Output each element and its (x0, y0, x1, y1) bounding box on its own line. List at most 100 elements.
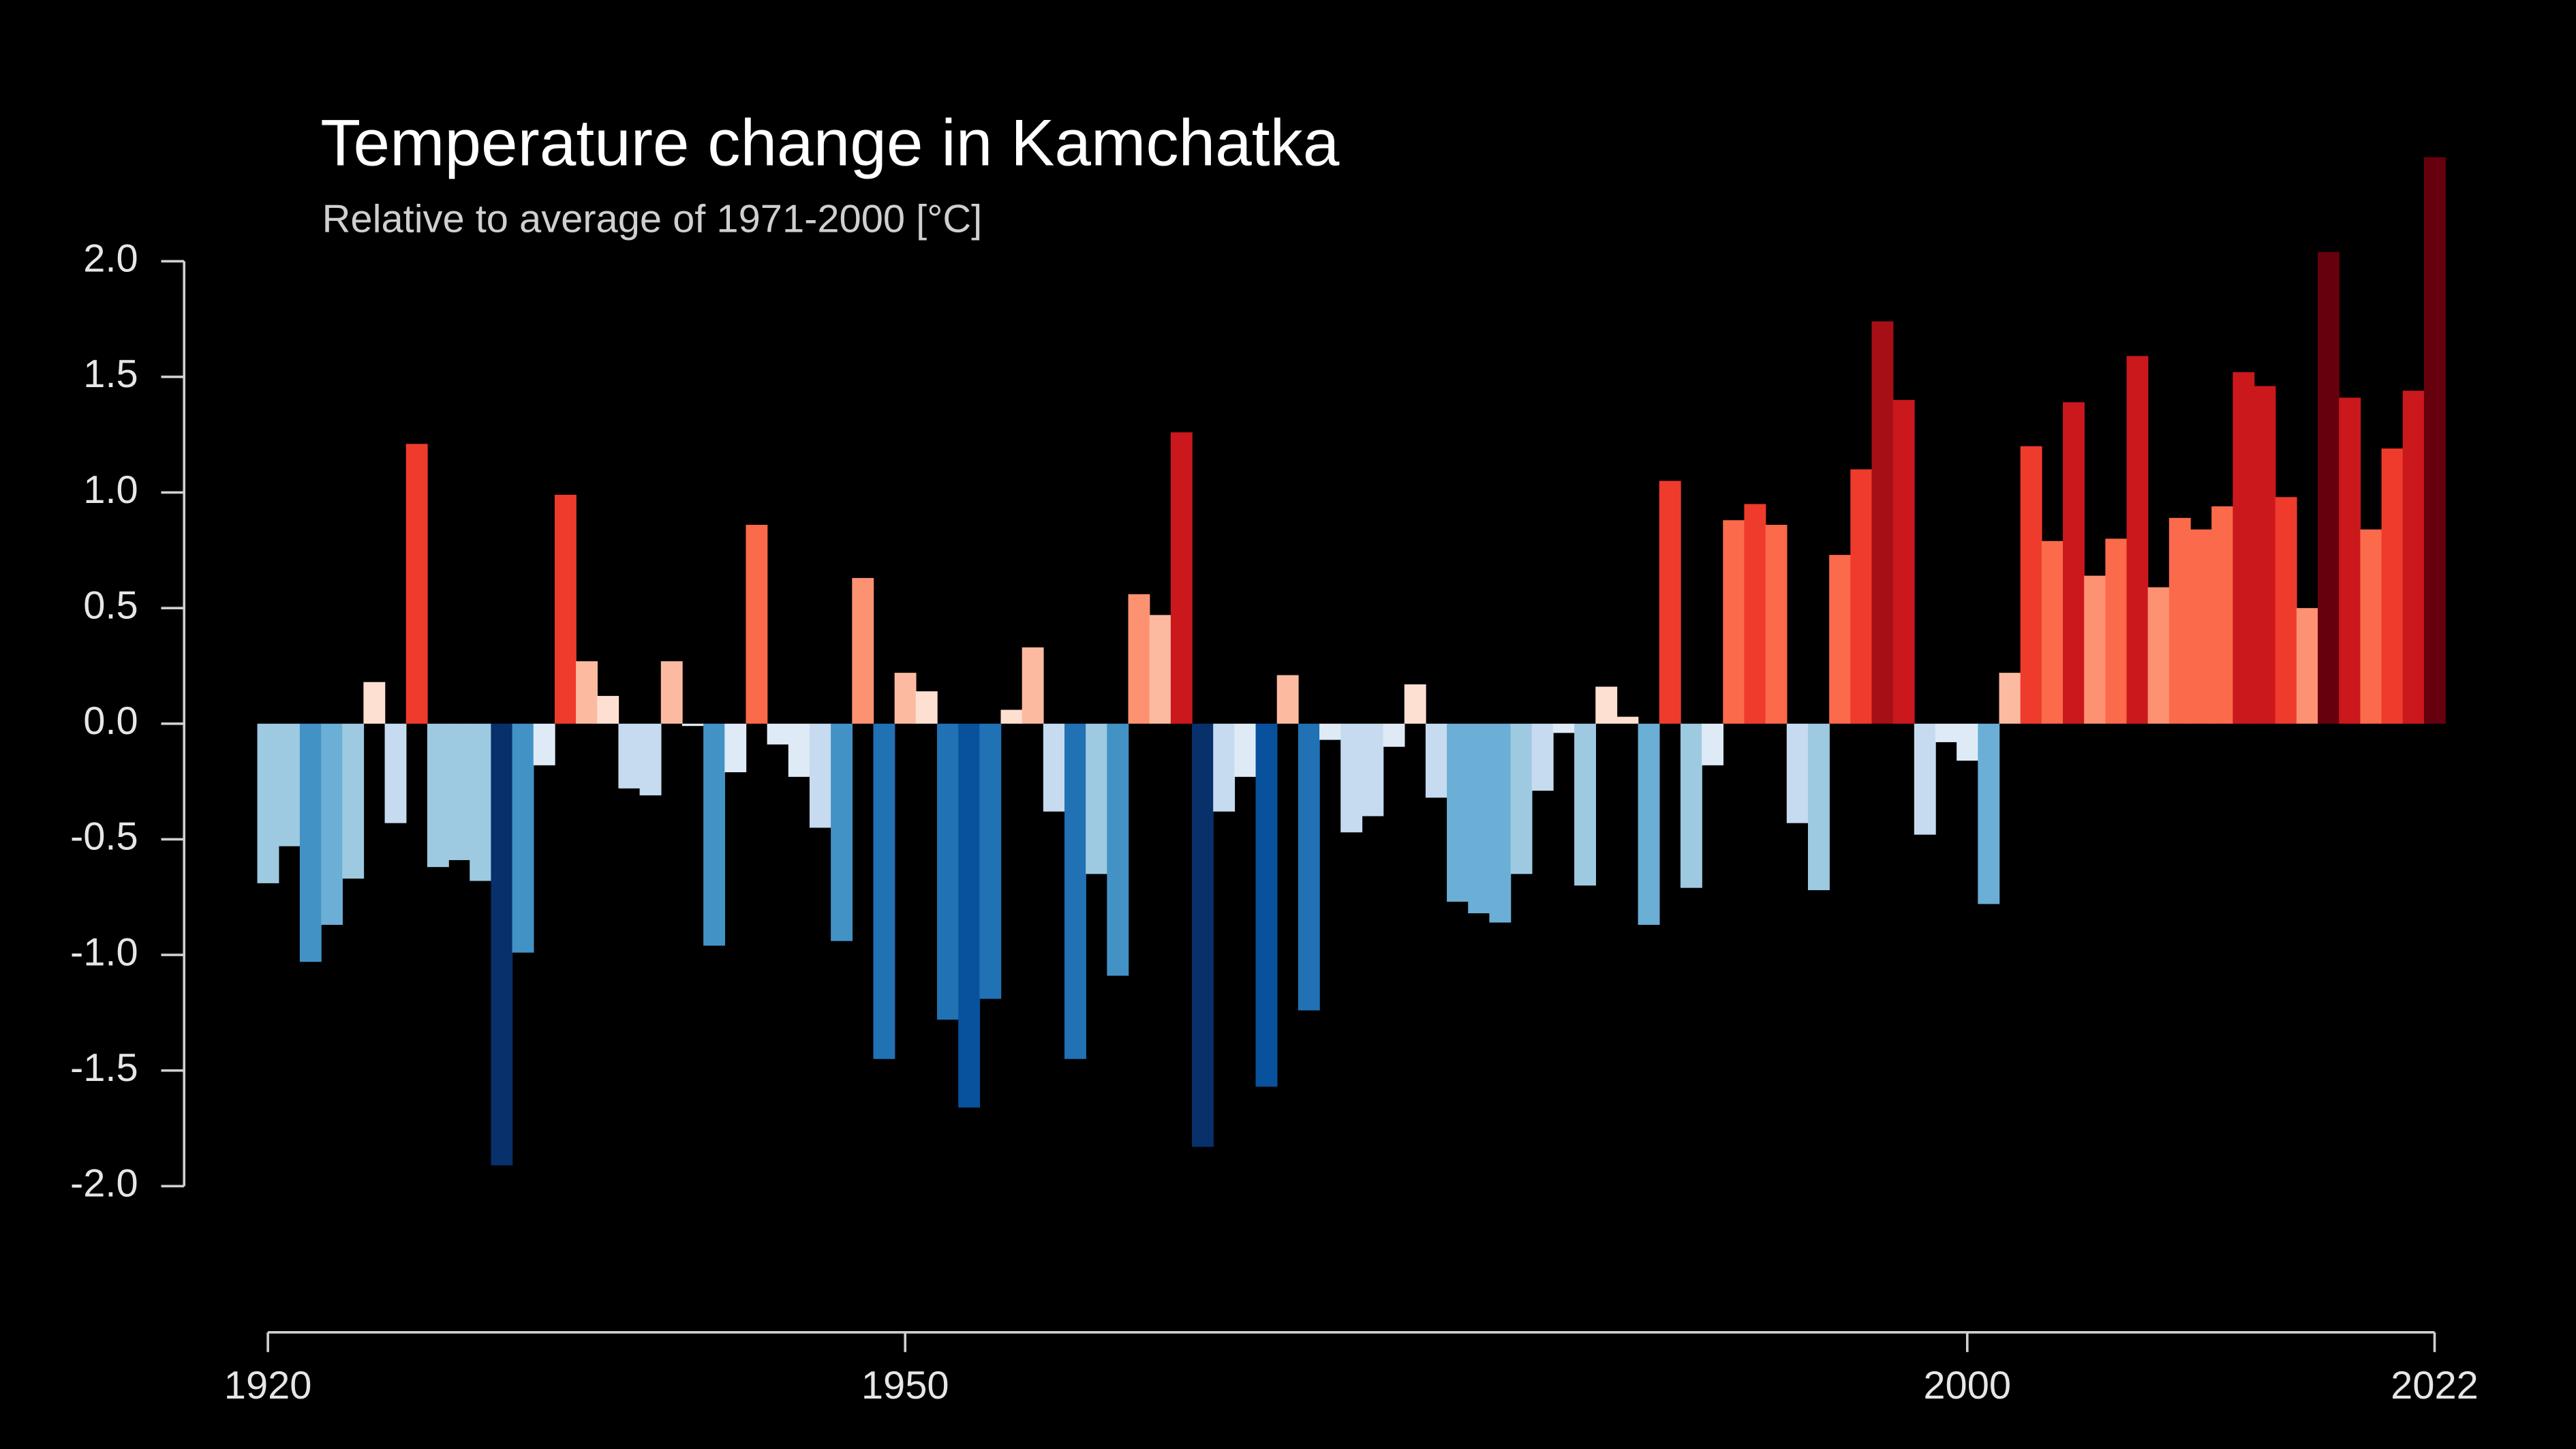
chart-subtitle: Relative to average of 1971-2000 [°C] (322, 198, 983, 241)
x-tick-label: 2022 (2391, 1364, 2479, 1407)
bar (2020, 446, 2042, 724)
y-tick-label: -1.5 (70, 1046, 138, 1090)
y-tick-label: -0.5 (70, 815, 138, 859)
bar (1489, 723, 1512, 923)
y-tick-label: 1.0 (83, 468, 138, 512)
y-tick-label: 0.0 (83, 699, 138, 743)
x-tick-label: 1920 (224, 1364, 312, 1407)
bar (2168, 517, 2191, 724)
y-tick-label: 2.0 (83, 237, 138, 281)
bar (257, 723, 279, 883)
bar (831, 723, 853, 941)
y-tick-label: -1.0 (70, 930, 138, 974)
bar (2339, 397, 2361, 724)
bar (1850, 469, 1873, 724)
bar (2233, 372, 2255, 724)
bar (1702, 723, 1724, 765)
bar (597, 696, 619, 724)
bar (2423, 157, 2446, 724)
bar (2084, 575, 2106, 724)
y-tick-label: 0.5 (83, 583, 138, 627)
bar (321, 723, 343, 925)
bar (278, 723, 301, 846)
bar (2402, 391, 2425, 724)
bar (1914, 723, 1936, 835)
bar (873, 723, 895, 1059)
bar (639, 723, 662, 795)
bar (1128, 594, 1150, 724)
bar (1957, 723, 1979, 761)
bar (554, 494, 577, 724)
bar (1999, 673, 2021, 724)
bar (1468, 723, 1490, 913)
bar (1616, 716, 1639, 724)
bar (1064, 723, 1086, 1059)
chart-title: Temperature change in Kamchatka (320, 106, 1340, 179)
x-tick-label: 2000 (1923, 1364, 2011, 1407)
bar (2318, 251, 2340, 724)
bar (1638, 723, 1660, 925)
bar (1086, 723, 1108, 874)
bar (2126, 356, 2149, 724)
bar (1531, 723, 1554, 791)
bar (2063, 402, 2085, 724)
bar (342, 723, 365, 879)
bar (1765, 525, 1788, 724)
bar (2254, 386, 2276, 724)
bar (746, 525, 768, 724)
bar (1786, 723, 1809, 823)
bar (1234, 723, 1257, 777)
bar (2105, 538, 2128, 724)
y-tick-label: -2.0 (70, 1162, 138, 1206)
bar (618, 723, 641, 789)
bar (1022, 647, 1044, 724)
bar (1552, 723, 1575, 733)
bar (1829, 555, 1852, 724)
bar (1404, 684, 1426, 724)
bar (1000, 710, 1023, 724)
bar (1319, 723, 1341, 740)
bar (299, 723, 322, 962)
bar (512, 723, 534, 953)
bar (1574, 723, 1596, 886)
bar (1170, 432, 1193, 724)
bar (852, 578, 874, 724)
bar (1447, 723, 1469, 902)
bar (470, 723, 492, 881)
bar (1935, 723, 1957, 742)
y-tick-label: 1.5 (83, 352, 138, 396)
bar (915, 691, 938, 724)
bar (1659, 481, 1681, 724)
bar (894, 673, 917, 724)
bar (1107, 723, 1129, 976)
bar (660, 661, 683, 724)
bar (2275, 497, 2297, 724)
bar (2211, 506, 2234, 724)
bar (2381, 448, 2404, 724)
bar (1298, 723, 1320, 1011)
bar (788, 723, 810, 777)
bar (2190, 529, 2212, 724)
bar (533, 723, 555, 765)
bar (1192, 723, 1214, 1147)
bar (1744, 504, 1766, 724)
bar (1892, 399, 1915, 724)
bar (681, 723, 704, 727)
x-tick-label: 1950 (861, 1364, 949, 1407)
bar (1043, 723, 1065, 812)
bar (384, 723, 407, 823)
bar (448, 723, 470, 860)
bar (1213, 723, 1236, 812)
bar (1680, 723, 1702, 888)
bar (1871, 321, 1894, 724)
bar (2296, 608, 2318, 724)
bar (1595, 686, 1618, 724)
bar (2041, 540, 2064, 724)
bar (576, 661, 598, 724)
bar (491, 723, 513, 1165)
bar (1723, 520, 1745, 724)
bar (1425, 723, 1447, 798)
bar (363, 682, 386, 724)
